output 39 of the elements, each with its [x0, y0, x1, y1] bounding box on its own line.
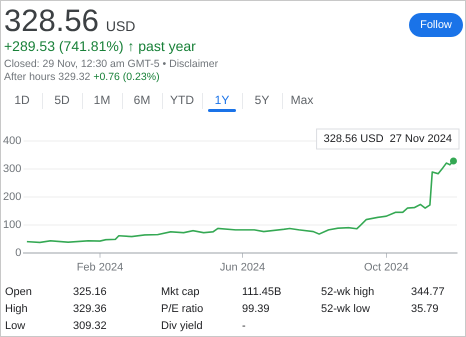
text: 52-wk high	[321, 286, 374, 298]
y-tick-label: 200	[2, 190, 22, 203]
y-tick-label: 100	[2, 218, 22, 231]
text: Low	[5, 320, 26, 332]
y-tick-label: 400	[2, 135, 22, 148]
text: 5D	[42, 93, 83, 109]
chart-title: 328.56 USD	[4, 3, 136, 38]
text: 1D	[2, 93, 43, 109]
text: P/E ratio	[161, 303, 204, 315]
text: 5Y	[242, 93, 283, 109]
text: 35.79	[411, 303, 439, 315]
text: Open	[5, 286, 32, 298]
text: 325.16	[73, 286, 107, 298]
annotation: 328.56 USD 27 Nov 2024	[324, 133, 452, 146]
y-tick-label: 300	[2, 162, 22, 175]
text: 111.45B	[242, 286, 282, 298]
text: 1Y	[202, 93, 243, 109]
text: Follow	[409, 13, 463, 37]
x-tick-label: Oct 2024	[364, 261, 409, 274]
text: Mkt cap	[161, 286, 200, 298]
x-tick-label: Jun 2024	[220, 261, 266, 274]
text: -	[242, 320, 246, 332]
x-tick-label: Feb 2024	[76, 261, 124, 274]
text: After hours 329.32	[4, 71, 90, 83]
text: YTD	[162, 93, 203, 109]
text: 52-wk low	[321, 303, 370, 315]
text: 99.39	[242, 303, 270, 315]
chart-subtitle: +289.53 (741.81%) ↑ past year	[4, 38, 196, 54]
text: +0.76 (0.23%)	[93, 71, 160, 83]
text: 344.77	[411, 286, 445, 298]
text: 6M	[122, 93, 163, 109]
text: Max	[290, 93, 314, 109]
text: 1M	[82, 93, 123, 109]
text: Div yield	[161, 320, 203, 332]
text: High	[5, 303, 28, 315]
text: Closed: 29 Nov, 12:30 am GMT-5 • Disclaimer	[4, 58, 218, 70]
text: 329.36	[73, 303, 107, 315]
y-tick-label: 0	[15, 246, 22, 259]
text: 309.32	[73, 320, 107, 332]
